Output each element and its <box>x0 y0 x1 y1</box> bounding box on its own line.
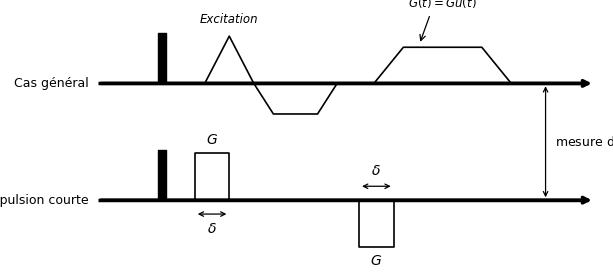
Text: $\delta$: $\delta$ <box>207 222 217 236</box>
Text: $\vec{G}(t) = G\vec{u}(t)$: $\vec{G}(t) = G\vec{u}(t)$ <box>408 0 477 11</box>
Text: Cas général: Cas général <box>14 77 89 90</box>
Text: $G$: $G$ <box>370 254 383 268</box>
Text: $G$: $G$ <box>206 133 218 147</box>
Text: mesure de $S$: mesure de $S$ <box>555 135 613 149</box>
Text: impulsion courte: impulsion courte <box>0 194 89 207</box>
Text: Excitation: Excitation <box>200 13 259 26</box>
Text: $\delta$: $\delta$ <box>371 164 381 178</box>
